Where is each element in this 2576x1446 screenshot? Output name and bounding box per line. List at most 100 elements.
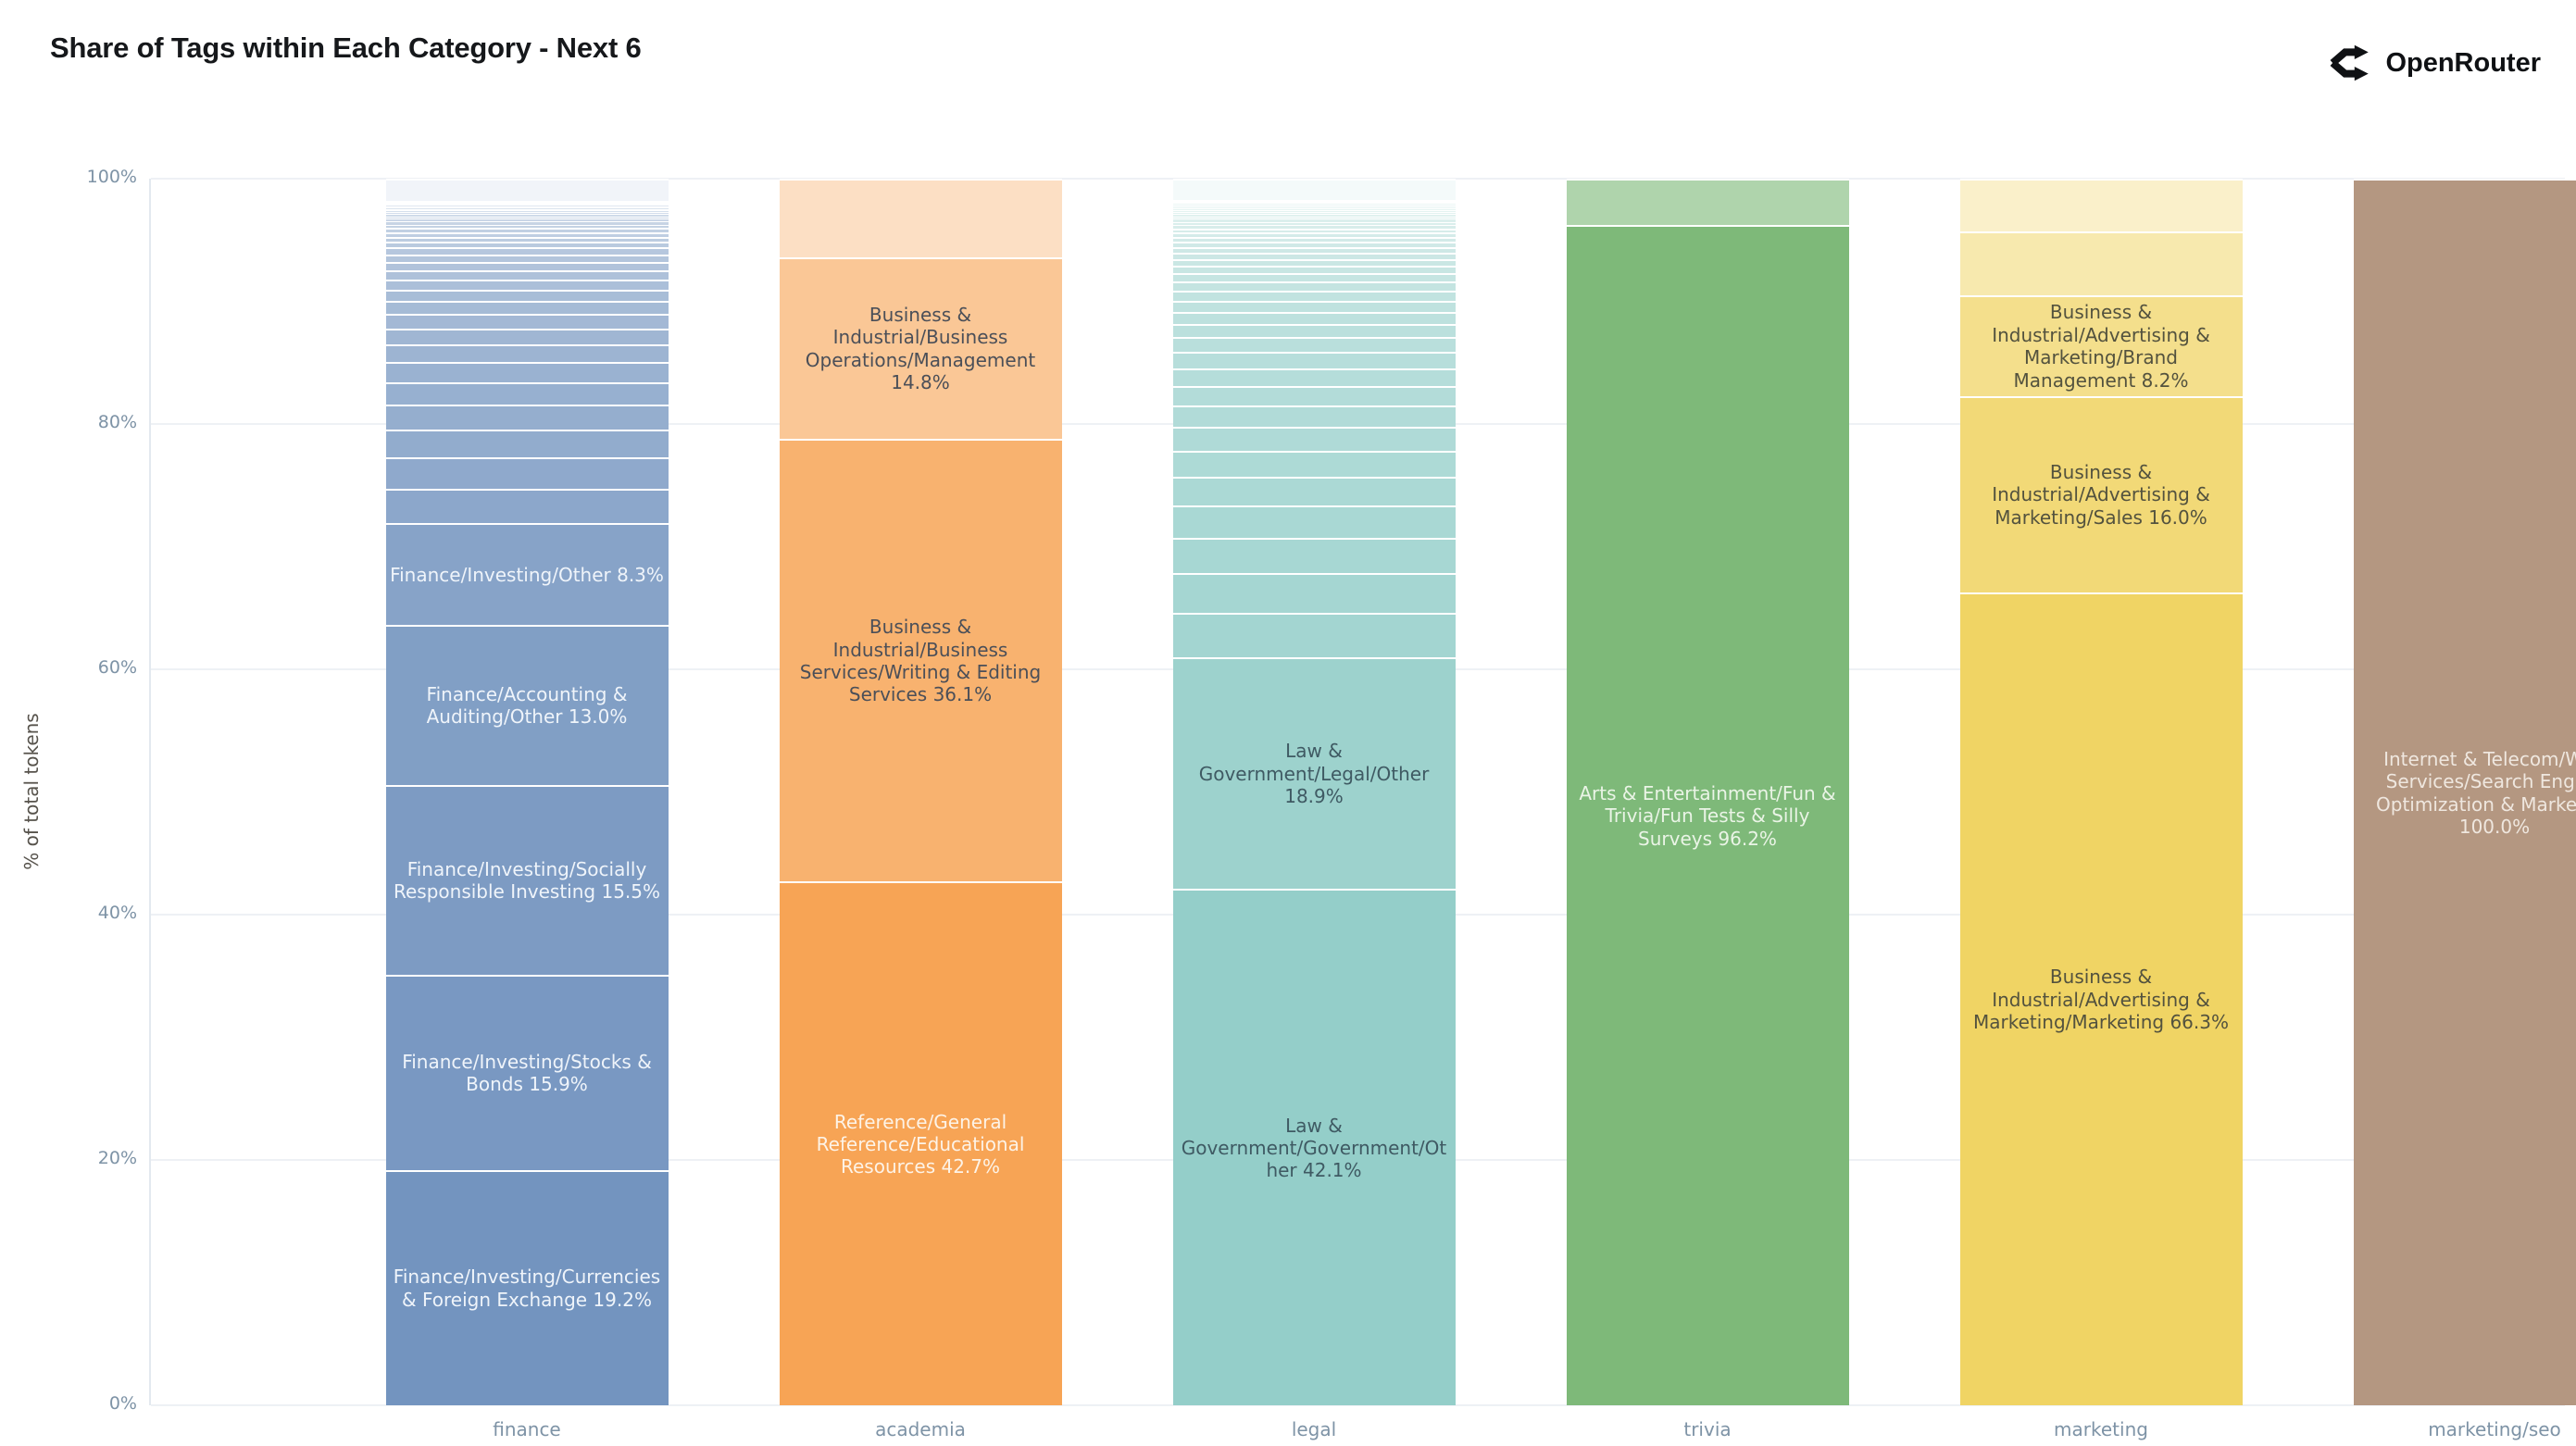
bar-segment-minor[interactable]: [779, 179, 1062, 257]
bar-segment-minor[interactable]: [1172, 232, 1456, 237]
bar-segment-minor[interactable]: [1172, 179, 1456, 200]
bar-segment[interactable]: Arts & Entertainment/Fun & Trivia/Fun Te…: [1566, 225, 1849, 1405]
bar-segment[interactable]: Finance/Investing/Socially Responsible I…: [385, 784, 669, 975]
bar-segment-minor[interactable]: [385, 207, 669, 209]
bar-segment-minor[interactable]: [1172, 200, 1456, 203]
bar-segment-minor[interactable]: [385, 201, 669, 203]
bar-segment-minor[interactable]: [385, 203, 669, 205]
bar-segment-minor[interactable]: [385, 221, 669, 225]
bar-segment-minor[interactable]: [1172, 368, 1456, 386]
bar-segment-minor[interactable]: [1172, 246, 1456, 253]
bar-segment-minor[interactable]: [1172, 311, 1456, 324]
bar-segment[interactable]: Finance/Investing/Stocks & Bonds 15.9%: [385, 974, 669, 1170]
bar-segment-minor[interactable]: [1172, 281, 1456, 292]
bar-segment-minor[interactable]: [385, 200, 669, 202]
bar-segment-minor[interactable]: [385, 236, 669, 243]
bar-segment-minor[interactable]: [385, 204, 669, 206]
bar-segment[interactable]: Reference/General Reference/Educational …: [779, 881, 1062, 1405]
bar-segment-minor[interactable]: [385, 430, 669, 458]
bar-segment-minor[interactable]: [385, 242, 669, 248]
bar-segment-minor[interactable]: [385, 218, 669, 222]
bar-segment-minor[interactable]: [1172, 209, 1456, 212]
bar-segment-minor[interactable]: [385, 344, 669, 363]
bar-segment-minor[interactable]: [1172, 211, 1456, 215]
bar-segment-minor[interactable]: [385, 488, 669, 524]
bar-segment-minor[interactable]: [1172, 214, 1456, 217]
bar-segment[interactable]: Finance/Investing/Other 8.3%: [385, 523, 669, 626]
bar-segment-minor[interactable]: [385, 231, 669, 237]
bar-segment-minor[interactable]: [1172, 216, 1456, 219]
bar-segment-minor[interactable]: [1172, 351, 1456, 368]
bar-segment[interactable]: Business & Industrial/Advertising & Mark…: [1959, 294, 2243, 396]
bar-segment-minor[interactable]: [1172, 450, 1456, 478]
bar-segment-minor[interactable]: [1172, 573, 1456, 613]
bar-segment-minor[interactable]: [1172, 218, 1456, 222]
bar-segment-minor[interactable]: [385, 313, 669, 329]
bar-segment-minor[interactable]: [385, 301, 669, 314]
bar-segment-minor[interactable]: [1172, 252, 1456, 259]
bar-segment-minor[interactable]: [385, 457, 669, 489]
bar-segment-minor[interactable]: [385, 279, 669, 290]
bar-segment-minor[interactable]: [385, 224, 669, 229]
bar-segment-minor[interactable]: [385, 208, 669, 211]
bar-segment-minor[interactable]: [1172, 236, 1456, 242]
bar-segment-minor[interactable]: [1172, 405, 1456, 428]
bar-segment-minor[interactable]: [1959, 179, 2243, 231]
bar-segment-minor[interactable]: [1172, 273, 1456, 282]
bar-segment-minor[interactable]: [385, 206, 669, 208]
bar-segment-minor[interactable]: [1172, 612, 1456, 657]
bar-segment-minor[interactable]: [385, 247, 669, 255]
bar-segment-minor[interactable]: [1172, 291, 1456, 302]
bar-segment-minor[interactable]: [1172, 206, 1456, 208]
bar-segment-minor[interactable]: [385, 289, 669, 302]
bar-segment[interactable]: Business & Industrial/Advertising & Mark…: [1959, 592, 2243, 1405]
bar-segment-minor[interactable]: [1566, 179, 1849, 226]
bar-segment-minor[interactable]: [1172, 537, 1456, 574]
bar-segment-minor[interactable]: [1959, 231, 2243, 295]
bar-segment[interactable]: Law & Government/Government/Other 42.1%: [1172, 889, 1456, 1405]
bar-segment-minor[interactable]: [385, 254, 669, 262]
y-tick-label: 0%: [108, 1393, 137, 1414]
bar-segment[interactable]: Business & Industrial/Business Operation…: [779, 256, 1062, 439]
bar-segment-minor[interactable]: [385, 210, 669, 213]
bar-segment-minor[interactable]: [1172, 266, 1456, 274]
bar-segment-minor[interactable]: [1172, 337, 1456, 352]
bar-segment[interactable]: Law & Government/Legal/Other 18.9%: [1172, 656, 1456, 890]
bar-segment-minor[interactable]: [1172, 477, 1456, 506]
bar-segment-minor[interactable]: [1172, 385, 1456, 405]
y-tick-label: 20%: [97, 1148, 137, 1168]
bar-segment-minor[interactable]: [385, 228, 669, 232]
bar-segment-minor[interactable]: [385, 269, 669, 280]
bar-segment[interactable]: Business & Industrial/Business Services/…: [779, 438, 1062, 882]
bar-segment-minor[interactable]: [385, 328, 669, 344]
bar-segment-minor[interactable]: [1172, 202, 1456, 204]
bar-segment-minor[interactable]: [1172, 199, 1456, 201]
gridline: [151, 1404, 2565, 1406]
bar-segment-minor[interactable]: [1172, 505, 1456, 538]
bar-segment-minor[interactable]: [385, 202, 669, 204]
bar-segment[interactable]: Internet & Telecom/Web Services/Search E…: [2353, 179, 2576, 1405]
bar-segment-minor[interactable]: [1172, 427, 1456, 451]
bar-segment-minor[interactable]: [1172, 207, 1456, 210]
bar-segment-minor[interactable]: [385, 362, 669, 383]
bar-segment-minor[interactable]: [385, 205, 669, 206]
bar-segment-minor[interactable]: [385, 216, 669, 219]
bar-segment-minor[interactable]: [385, 382, 669, 405]
bar-segment-minor[interactable]: [1172, 258, 1456, 267]
bar-segment-minor[interactable]: [1172, 228, 1456, 233]
bar-segment-minor[interactable]: [1172, 205, 1456, 206]
bar-segment-minor[interactable]: [1172, 241, 1456, 247]
bar-segment-minor[interactable]: [385, 214, 669, 217]
bar-segment-minor[interactable]: [385, 179, 669, 201]
bar-segment[interactable]: Finance/Investing/Currencies & Foreign E…: [385, 1169, 669, 1405]
bar-segment-minor[interactable]: [1172, 203, 1456, 206]
bar-segment-minor[interactable]: [1172, 301, 1456, 312]
bar-segment-minor[interactable]: [1172, 323, 1456, 338]
bar-segment[interactable]: Finance/Accounting & Auditing/Other 13.0…: [385, 625, 669, 785]
bar-segment-minor[interactable]: [385, 212, 669, 215]
bar-segment-minor[interactable]: [1172, 225, 1456, 229]
bar-segment[interactable]: Business & Industrial/Advertising & Mark…: [1959, 395, 2243, 592]
bar-segment-minor[interactable]: [385, 261, 669, 270]
bar-segment-minor[interactable]: [385, 405, 669, 430]
bar-segment-minor[interactable]: [1172, 221, 1456, 226]
